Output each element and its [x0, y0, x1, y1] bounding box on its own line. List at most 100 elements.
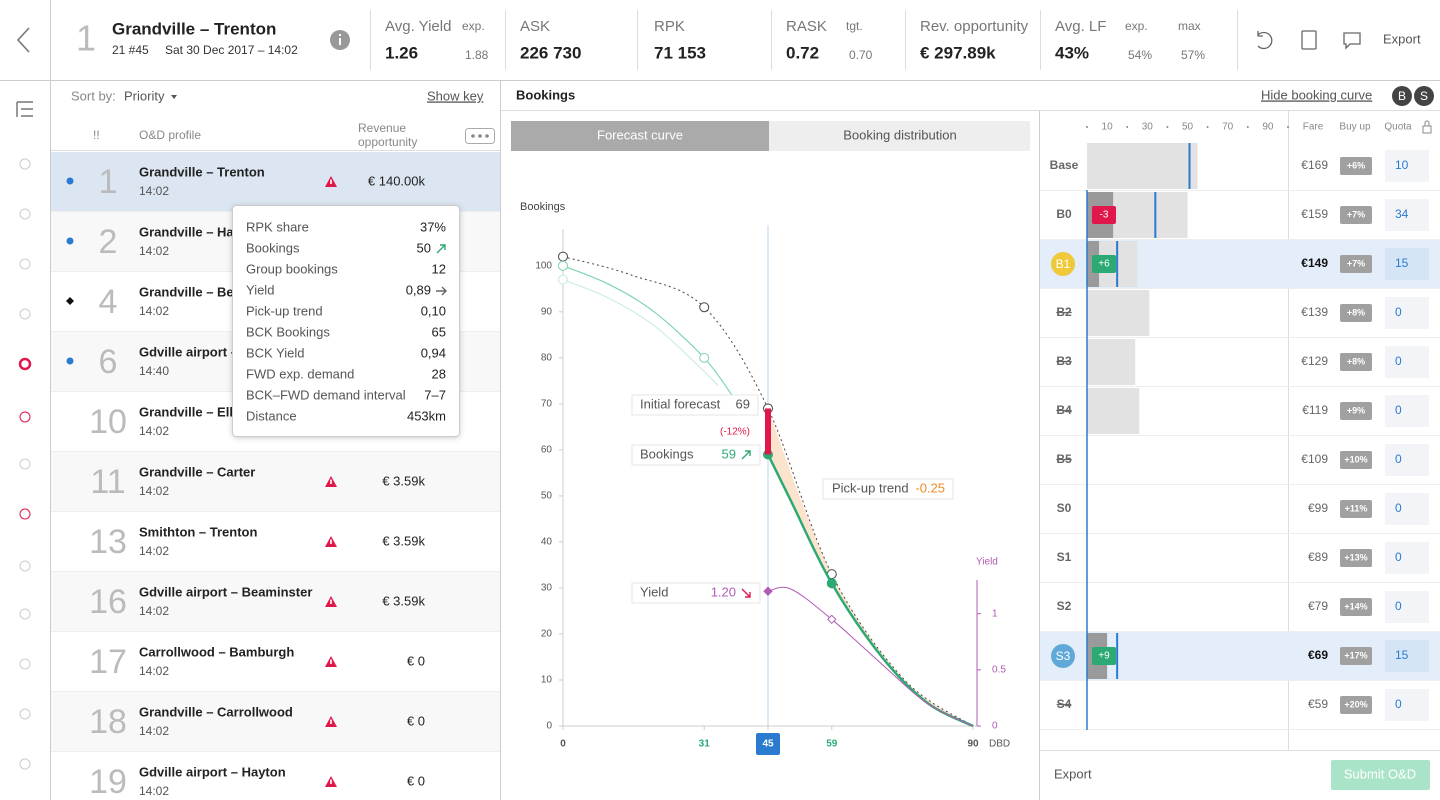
- tooltip-value: 50: [417, 240, 431, 255]
- quota-input[interactable]: [1385, 395, 1429, 427]
- list-row[interactable]: 13 Smithton – Trenton 14:02 € 3.59k: [51, 512, 500, 572]
- class-label: B5: [1056, 452, 1072, 466]
- fare: €79: [1308, 599, 1328, 613]
- x-tick-label: 90: [967, 739, 979, 750]
- y-tick-label: 20: [541, 629, 553, 640]
- row-marker: [66, 237, 74, 245]
- row-rank: 17: [89, 643, 127, 681]
- class-label: B0: [1056, 207, 1072, 221]
- show-key-link[interactable]: Show key: [427, 88, 484, 103]
- class-marker: [1051, 252, 1075, 276]
- more-button[interactable]: [465, 128, 495, 144]
- kpi-label: RPK: [654, 18, 685, 35]
- list-row[interactable]: 1 Grandville – Trenton 14:02 € 140.00k: [51, 152, 500, 212]
- class-row: Base €169 +6% 10: [1040, 143, 1440, 191]
- quota-input[interactable]: [1385, 640, 1429, 672]
- filter-icon[interactable]: [16, 101, 33, 117]
- buy-up-badge: [1340, 647, 1372, 665]
- badge-s[interactable]: S: [1414, 86, 1434, 106]
- export-button[interactable]: Export: [1383, 31, 1421, 46]
- kpi-value: € 297.89k: [920, 43, 996, 62]
- tooltip-value: 65: [432, 324, 446, 339]
- trend-arrow: [436, 244, 446, 254]
- row-time: 14:40: [139, 364, 169, 378]
- sort-select[interactable]: Priority: [124, 88, 165, 103]
- badge-b[interactable]: B: [1392, 86, 1412, 106]
- tab-active[interactable]: [511, 121, 769, 151]
- series-line: [562, 279, 719, 386]
- series-marker: [558, 274, 568, 285]
- series-marker: [827, 614, 837, 625]
- alert-mark: [330, 659, 332, 664]
- series-marker: [558, 260, 568, 271]
- export-button[interactable]: Export: [1054, 766, 1092, 781]
- quota-input[interactable]: [1385, 689, 1429, 721]
- row-revenue: € 0: [407, 713, 425, 728]
- series-marker: [826, 578, 837, 589]
- buy-up: +8%: [1347, 356, 1365, 366]
- tooltip-value: 7–7: [424, 387, 446, 402]
- reset-icon[interactable]: [1257, 31, 1273, 50]
- list-row[interactable]: 19 Gdville airport – Hayton 14:02 € 0: [51, 752, 500, 800]
- calculator-icon[interactable]: [1301, 30, 1317, 50]
- quota-input[interactable]: [1385, 493, 1429, 525]
- class-row: S0 €99 +11% 0: [1040, 493, 1440, 534]
- list-row[interactable]: 17 Carrollwood – Bamburgh 14:02 € 0: [51, 632, 500, 692]
- list-row[interactable]: 11 Grandville – Carter 14:02 € 3.59k: [51, 452, 500, 512]
- scale-dot: [1126, 126, 1129, 128]
- tooltip-value: 0,89: [406, 282, 431, 297]
- quota: 0: [1395, 550, 1402, 564]
- alert-mark: [330, 179, 332, 184]
- info-button[interactable]: [330, 30, 350, 50]
- row-background: [51, 752, 500, 800]
- y2-tick-label: 0: [992, 721, 998, 732]
- y-tick-label: 80: [541, 352, 553, 363]
- kpi-extra-label: tgt.: [846, 19, 863, 33]
- change-badge: [1092, 647, 1116, 665]
- quota-input[interactable]: [1385, 346, 1429, 378]
- class-row: B2 €139 +8% 0: [1040, 290, 1440, 338]
- quota-input[interactable]: [1385, 199, 1429, 231]
- quota-input[interactable]: [1385, 150, 1429, 182]
- tooltip-label: Group bookings: [246, 261, 338, 276]
- quota: 15: [1395, 256, 1409, 270]
- quota-input[interactable]: [1385, 444, 1429, 476]
- x-tick-label: 59: [826, 739, 838, 750]
- scale-dot: [1206, 126, 1209, 128]
- submit-button[interactable]: [1331, 760, 1430, 790]
- tooltip-value: 453km: [407, 408, 446, 423]
- fare: €149: [1301, 256, 1328, 270]
- tooltip-label: Bookings: [246, 240, 300, 255]
- class-label: S1: [1057, 550, 1072, 564]
- quota-input[interactable]: [1385, 248, 1429, 280]
- quota-input[interactable]: [1385, 297, 1429, 329]
- quota-input[interactable]: [1385, 591, 1429, 623]
- annotation-label: Pick-up trend: [832, 480, 909, 495]
- annotation-box: [631, 394, 759, 416]
- y-tick-label: 70: [541, 399, 553, 410]
- list-row[interactable]: 16 Gdville airport – Beaminster 14:02 € 3.5…: [51, 572, 500, 632]
- list-row[interactable]: 18 Grandville – Carrollwood 14:02 € 0: [51, 692, 500, 752]
- hide-curve-link[interactable]: Hide booking curve: [1261, 87, 1372, 102]
- y-tick-label: 40: [541, 537, 553, 548]
- column-header: Quota: [1384, 122, 1412, 133]
- sort-label: Sort by:: [71, 88, 116, 103]
- row-marker: [66, 177, 74, 185]
- row-name: Gdville airport – Beaminster: [139, 584, 312, 599]
- x-tick-label: 31: [699, 739, 711, 750]
- class-row: B5 €109 +10% 0: [1040, 444, 1440, 485]
- comment-icon[interactable]: [1343, 32, 1361, 50]
- quota-input[interactable]: [1385, 542, 1429, 574]
- capacity-bar: [1087, 143, 1198, 189]
- route-rank: 1: [76, 18, 96, 59]
- change-badge-label: +6: [1098, 259, 1110, 270]
- annotation-value: 1.20: [711, 584, 736, 599]
- class-label: S2: [1057, 599, 1072, 613]
- back-button[interactable]: [16, 27, 30, 53]
- tab[interactable]: [769, 121, 1030, 151]
- y-axis-title: Bookings: [520, 201, 566, 213]
- row-time: 14:02: [139, 484, 169, 498]
- fare: €139: [1301, 305, 1328, 319]
- y2-tick-label: 0.5: [992, 664, 1006, 675]
- column-header: Fare: [1303, 122, 1324, 133]
